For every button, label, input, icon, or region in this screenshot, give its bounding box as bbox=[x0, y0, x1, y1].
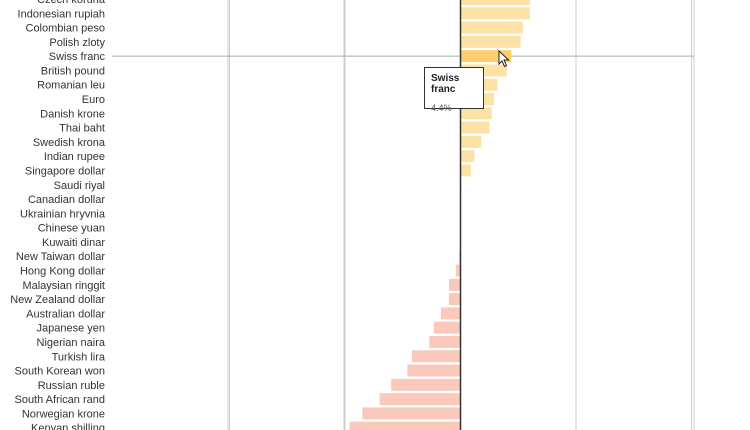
bar bbox=[455, 264, 461, 277]
category-label: Malaysian ringgit bbox=[22, 280, 105, 292]
bar bbox=[407, 364, 461, 377]
tooltip: Swiss franc 4.4% bbox=[424, 67, 484, 113]
category-label: Kuwaiti dinar bbox=[42, 237, 105, 249]
category-label: Indian rupee bbox=[44, 151, 105, 163]
category-label: Turkish lira bbox=[52, 351, 106, 363]
bar bbox=[433, 321, 461, 334]
bar bbox=[460, 135, 482, 148]
category-label: South African rand bbox=[14, 394, 105, 406]
bar bbox=[460, 164, 471, 177]
category-label: Ukrainian hryvnia bbox=[20, 208, 106, 220]
bar bbox=[362, 407, 461, 420]
category-label: Czech koruna bbox=[37, 0, 106, 6]
category-label: New Zealand dollar bbox=[10, 294, 105, 306]
category-label: British pound bbox=[41, 65, 105, 77]
bar bbox=[460, 121, 490, 134]
category-label: Danish krone bbox=[40, 108, 105, 120]
category-label: Russian ruble bbox=[38, 380, 105, 392]
category-label: Singapore dollar bbox=[25, 165, 105, 177]
category-label: Swedish krona bbox=[33, 137, 106, 149]
category-label: Indonesian rupiah bbox=[18, 8, 105, 20]
category-label: Saudi riyal bbox=[54, 180, 105, 192]
category-label: Polish zloty bbox=[49, 37, 105, 49]
bar bbox=[411, 350, 461, 363]
category-label: South Korean won bbox=[14, 366, 105, 378]
bar bbox=[440, 307, 461, 320]
bar bbox=[379, 393, 461, 406]
bar bbox=[460, 21, 523, 34]
category-label: Australian dollar bbox=[26, 308, 105, 320]
category-label: Thai baht bbox=[59, 123, 105, 135]
category-label: Japanese yen bbox=[37, 323, 106, 335]
bar bbox=[460, 35, 521, 48]
tooltip-title: Swiss franc bbox=[431, 73, 460, 95]
category-label: Swiss franc bbox=[49, 51, 106, 63]
category-label: Hong Kong dollar bbox=[20, 266, 105, 278]
mouse-pointer-icon bbox=[498, 50, 510, 68]
bar bbox=[448, 293, 461, 306]
bar bbox=[460, 7, 530, 20]
bar bbox=[429, 335, 461, 348]
category-label: Kenyan shilling bbox=[31, 423, 105, 430]
bar bbox=[460, 150, 475, 163]
bar bbox=[460, 107, 492, 120]
category-label: New Taiwan dollar bbox=[16, 251, 105, 263]
bar bbox=[349, 421, 461, 430]
tooltip-value: 4.4% bbox=[431, 103, 452, 113]
category-label: Romanian leu bbox=[37, 80, 105, 92]
category-label: Colombian peso bbox=[26, 23, 106, 35]
bar bbox=[460, 0, 530, 5]
category-label: Canadian dollar bbox=[28, 194, 105, 206]
bar bbox=[391, 378, 461, 391]
bar bbox=[448, 278, 461, 291]
category-label: Chinese yuan bbox=[38, 223, 105, 235]
category-label: Nigerian naira bbox=[37, 337, 106, 349]
category-label: Norwegian krone bbox=[22, 408, 105, 420]
category-label: Euro bbox=[82, 94, 105, 106]
